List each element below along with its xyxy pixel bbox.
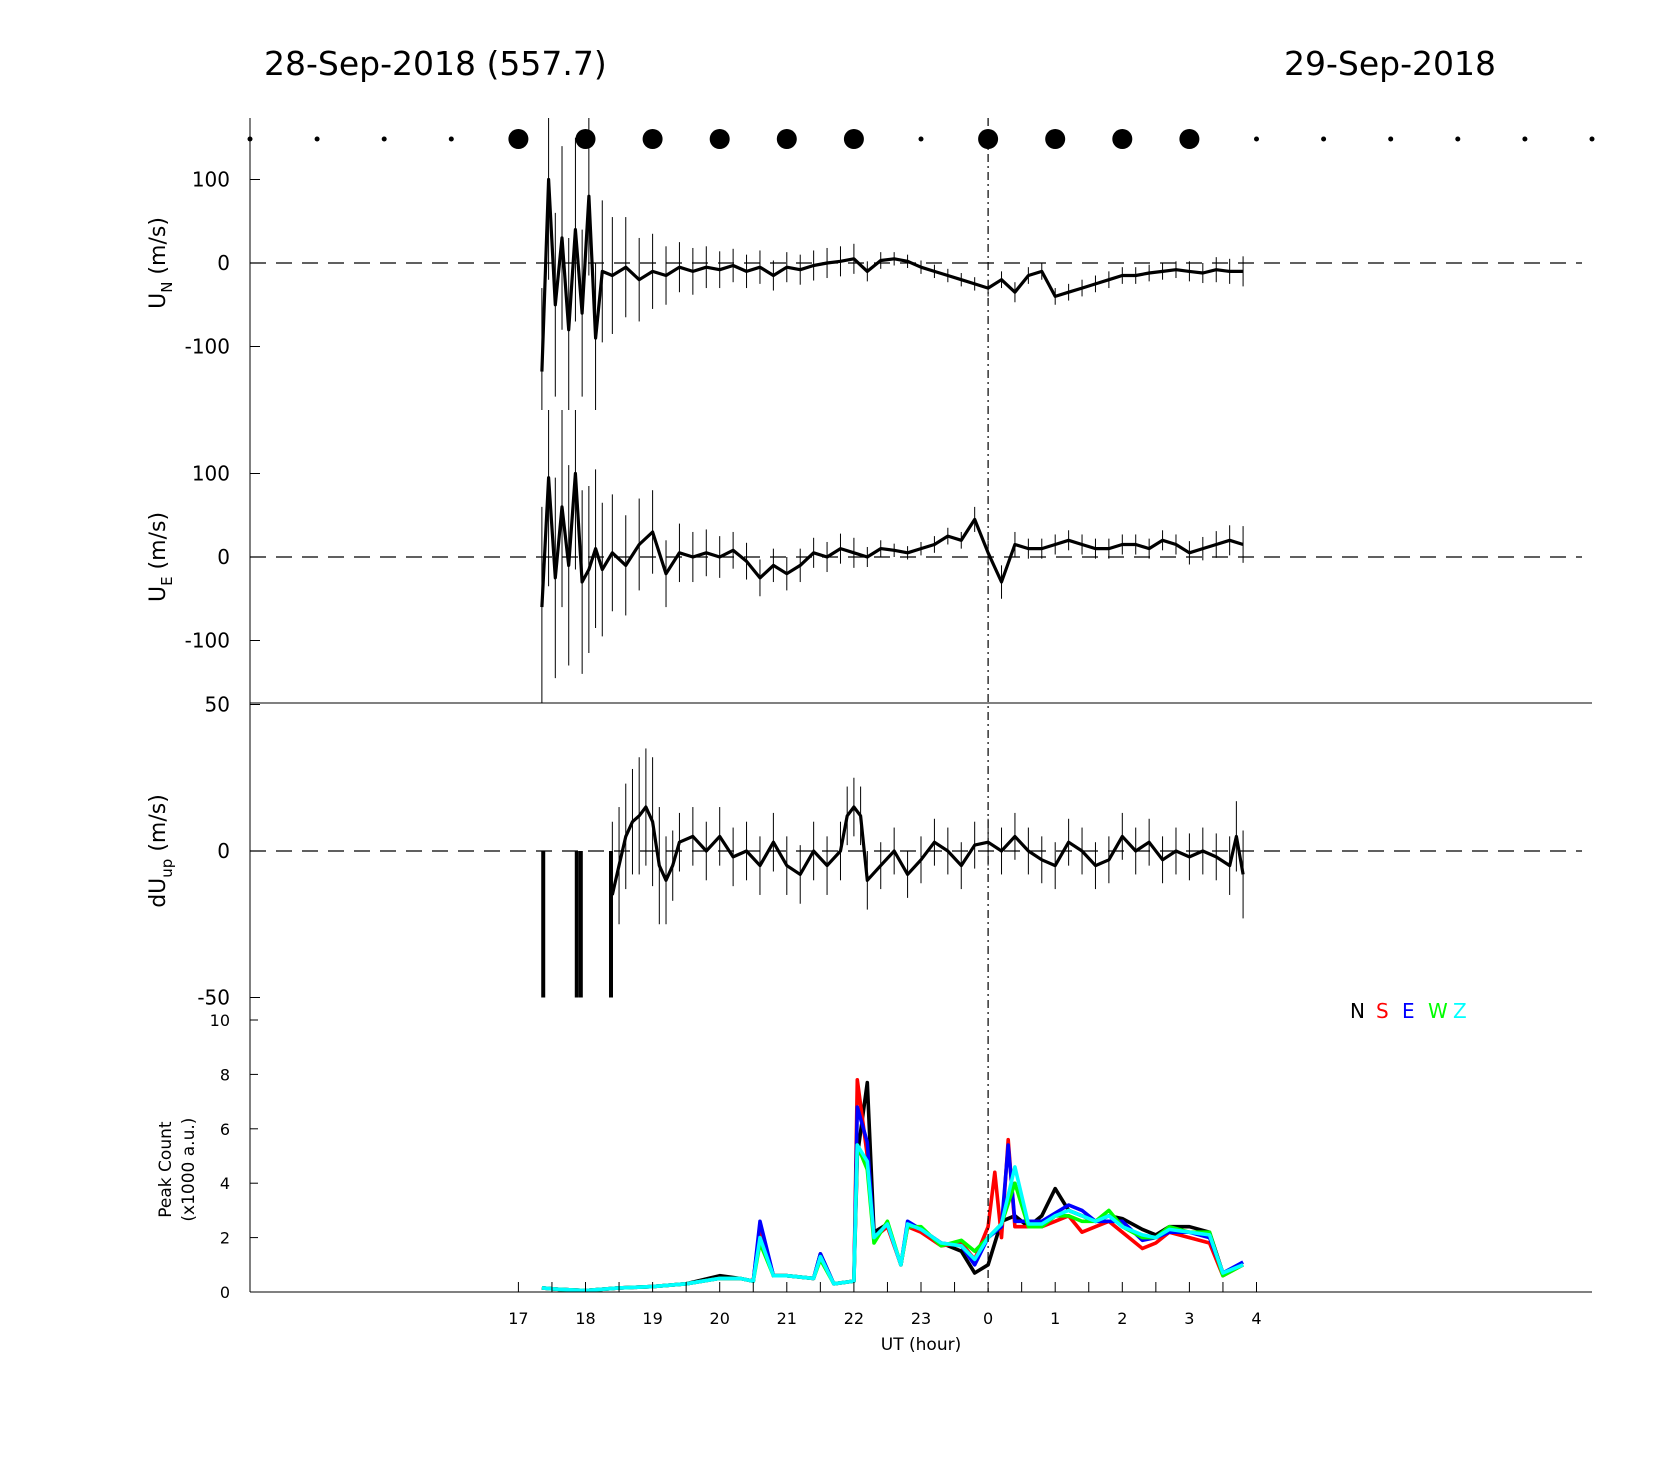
y-tick-label: -100 — [185, 629, 230, 653]
observation-marker — [1112, 129, 1133, 149]
observation-marker — [1455, 136, 1461, 142]
y-axis-label: UE (m/s) — [146, 512, 176, 602]
series-line — [540, 471, 1244, 608]
legend-entry: N — [1350, 999, 1365, 1023]
series-line — [610, 805, 1245, 896]
x-tick-label: 1 — [1050, 1309, 1060, 1328]
observation-marker — [1045, 129, 1066, 149]
observation-marker — [843, 129, 864, 149]
left-date-title: 28-Sep-2018 (557.7) — [264, 44, 607, 83]
series-line-S — [541, 1078, 1244, 1293]
y-axis-label-units: (x1000 a.u.) — [179, 1118, 199, 1222]
legend-entry: S — [1376, 999, 1389, 1023]
x-tick-label: 21 — [777, 1309, 797, 1328]
legend-entry: W — [1428, 999, 1448, 1023]
observation-marker — [1321, 136, 1327, 142]
x-tick-label: 0 — [983, 1309, 993, 1328]
observation-marker — [381, 136, 387, 142]
x-tick-label: 23 — [911, 1309, 931, 1328]
y-tick-label: 0 — [220, 1283, 230, 1302]
x-tick-label: 17 — [508, 1309, 528, 1328]
series-line — [540, 177, 1244, 372]
observation-marker — [1388, 136, 1394, 142]
y-axis-label: dUup (m/s) — [146, 794, 176, 908]
observation-marker — [314, 136, 320, 142]
y-axis-label: UN (m/s) — [146, 217, 176, 309]
y-tick-label: 0 — [217, 545, 230, 569]
legend-entry: Z — [1453, 999, 1467, 1023]
y-tick-label: 0 — [217, 839, 230, 863]
observation-marker — [642, 129, 663, 149]
observation-marker — [448, 136, 454, 142]
y-tick-label: 4 — [220, 1174, 230, 1193]
x-tick-label: 2 — [1117, 1309, 1127, 1328]
y-tick-label: 50 — [205, 693, 230, 717]
legend-entry: E — [1402, 999, 1415, 1023]
observation-marker — [776, 129, 797, 149]
observation-marker — [1589, 136, 1595, 142]
observation-marker — [918, 136, 924, 142]
x-tick-label: 20 — [710, 1309, 730, 1328]
observation-marker — [508, 129, 529, 149]
series-line-W — [541, 1143, 1244, 1293]
y-axis-label: Peak Count — [156, 1121, 176, 1218]
y-tick-label: -100 — [185, 335, 230, 359]
y-tick-label: 6 — [220, 1120, 230, 1139]
observation-marker — [709, 129, 730, 149]
y-tick-label: 2 — [220, 1229, 230, 1248]
series-line-Z — [541, 1143, 1244, 1293]
x-tick-label: 22 — [844, 1309, 864, 1328]
y-tick-label: 100 — [192, 168, 230, 192]
observation-marker — [1179, 129, 1200, 149]
x-tick-label: 18 — [575, 1309, 595, 1328]
right-date-title: 29-Sep-2018 — [1284, 44, 1496, 83]
x-axis-label: UT (hour) — [881, 1335, 961, 1355]
x-tick-label: 19 — [642, 1309, 662, 1328]
y-tick-label: -50 — [197, 986, 230, 1010]
x-tick-label: 3 — [1184, 1309, 1194, 1328]
series-line-E — [541, 1105, 1244, 1293]
observation-marker — [1522, 136, 1528, 142]
y-tick-label: 10 — [210, 1011, 230, 1030]
series-line-N — [541, 1080, 1244, 1293]
y-tick-label: 100 — [192, 462, 230, 486]
x-tick-label: 4 — [1251, 1309, 1261, 1328]
observation-marker — [1254, 136, 1259, 142]
y-tick-label: 8 — [220, 1065, 230, 1084]
observation-marker — [575, 129, 596, 149]
y-tick-label: 0 — [217, 251, 230, 275]
